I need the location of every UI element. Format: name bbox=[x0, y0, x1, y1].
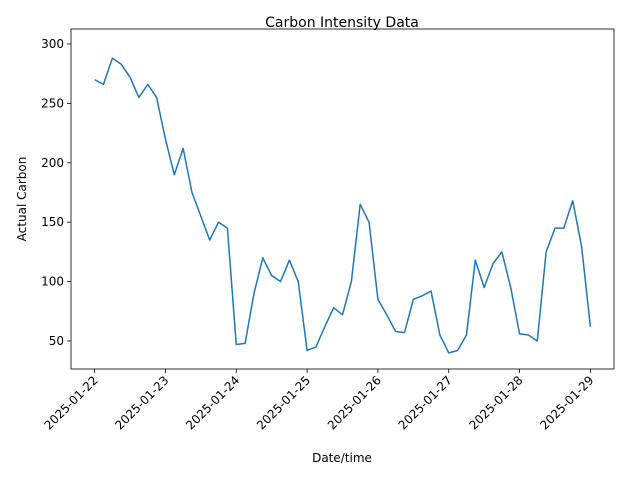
chart-title: Carbon Intensity Data bbox=[265, 15, 419, 31]
x-tick-label: 2025-01-29 bbox=[537, 373, 596, 432]
y-tick-label: 150 bbox=[41, 215, 64, 229]
y-tick-label: 300 bbox=[41, 37, 64, 51]
y-axis-label: Actual Carbon bbox=[15, 157, 29, 242]
x-tick-label: 2025-01-28 bbox=[466, 373, 525, 432]
y-tick-label: 50 bbox=[49, 334, 64, 348]
y-tick-label: 100 bbox=[41, 275, 64, 289]
y-tick-label: 250 bbox=[41, 96, 64, 110]
x-tick-label: 2025-01-22 bbox=[42, 373, 101, 432]
y-tick-label: 200 bbox=[41, 156, 64, 170]
plot-frame bbox=[70, 28, 615, 370]
x-tick-label: 2025-01-27 bbox=[396, 373, 455, 432]
x-tick-label: 2025-01-25 bbox=[254, 373, 313, 432]
x-tick-label: 2025-01-26 bbox=[325, 373, 384, 432]
x-tick-label: 2025-01-23 bbox=[112, 373, 171, 432]
x-tick-label: 2025-01-24 bbox=[183, 373, 242, 432]
data-line bbox=[94, 57, 592, 354]
x-axis-label: Date/time bbox=[312, 451, 372, 465]
